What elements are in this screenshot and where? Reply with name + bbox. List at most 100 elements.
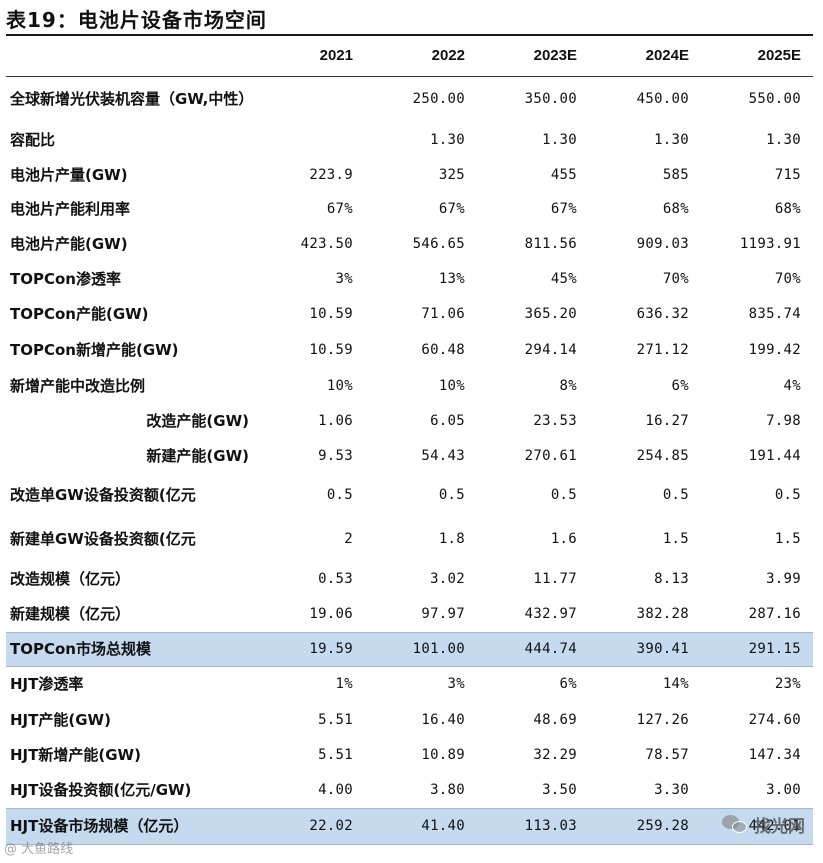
- cell-value: 4%: [783, 377, 801, 394]
- cell-value: 68%: [662, 201, 689, 217]
- cell-value: 8%: [559, 377, 577, 394]
- cell-value: 13%: [438, 270, 465, 287]
- cell-value: 0.5: [662, 487, 689, 503]
- cell-value: 3.80: [430, 782, 465, 799]
- cell-value: 14%: [662, 676, 689, 693]
- cell-value: 835.74: [748, 306, 801, 322]
- cell-value: 60.48: [421, 342, 465, 358]
- cell-value: 147.34: [748, 747, 801, 763]
- row-label: 电池片产能利用率: [10, 200, 131, 218]
- cell-value: 70%: [662, 270, 689, 287]
- row-label: HJT设备市场规模（亿元）: [6, 808, 253, 844]
- cell-value: 78.57: [645, 747, 689, 763]
- cell-value: 3%: [447, 676, 465, 693]
- cell-value: 4.00: [318, 782, 353, 799]
- row-label: 容配比: [10, 130, 56, 149]
- table-row: 新建规模（亿元） 19.06 97.97 432.97 382.28 287.16: [6, 596, 813, 632]
- cell-value: 1%: [335, 676, 353, 693]
- cell-value: 22.02: [253, 808, 365, 844]
- cell-value: 5.51: [318, 711, 353, 728]
- cell-value: 97.97: [421, 605, 465, 622]
- cell-value: 23%: [774, 676, 801, 693]
- cell-value: 23.53: [533, 412, 577, 429]
- cell-value: 10.59: [309, 306, 353, 322]
- cell-value: 287.16: [748, 605, 801, 622]
- row-label: 新建产能(GW): [146, 446, 249, 465]
- row-label: HJT设备投资额(亿元/GW): [10, 781, 192, 800]
- header-row: 2021 2022 2023E 2024E 2025E: [6, 36, 813, 76]
- cell-value: 3.00: [766, 782, 801, 799]
- cell-value: 54.43: [421, 447, 465, 464]
- cell-value: 10%: [438, 377, 465, 394]
- header-year: 2021: [319, 47, 353, 65]
- table-row: 新建产能(GW) 9.53 54.43 270.61 254.85 191.44: [6, 438, 813, 473]
- table-row: HJT设备市场规模（亿元） 22.02 41.40 113.03 259.28 442.0…: [6, 808, 813, 844]
- cell-value: 1.6: [550, 531, 577, 547]
- cell-value: [253, 122, 365, 157]
- table-row: 改造规模（亿元） 0.53 3.02 11.77 8.13 3.99: [6, 561, 813, 596]
- cell-value: 350.00: [524, 91, 577, 108]
- header-year: 2023E: [533, 47, 577, 65]
- row-label: 全球新增光伏装机容量（GW,中性）: [10, 90, 254, 109]
- row-label: TOPCon产能(GW): [10, 305, 149, 323]
- table-body: 全球新增光伏装机容量（GW,中性） 250.00 350.00 450.00 550.0…: [6, 76, 813, 844]
- cell-value: 254.85: [636, 447, 689, 464]
- row-label: 电池片产量(GW): [10, 165, 128, 184]
- header-year: 2025E: [757, 47, 801, 65]
- cell-value: 10.89: [421, 747, 465, 763]
- cell-value: 1.8: [438, 531, 465, 547]
- row-label: TOPCon渗透率: [10, 269, 121, 288]
- cell-value: 191.44: [748, 447, 801, 464]
- cell-value: 10.59: [309, 342, 353, 358]
- row-label: HJT渗透率: [10, 675, 84, 694]
- header-year: 2022: [431, 47, 465, 65]
- row-label: 改造单GW设备投资额(亿元: [10, 486, 196, 504]
- watermark-left: @ 大鱼路线: [4, 842, 74, 857]
- cell-value: 0.5: [774, 487, 801, 503]
- cell-value: 1.30: [766, 131, 801, 148]
- cell-value: 0.5: [550, 487, 577, 503]
- cell-value: 2: [344, 531, 353, 547]
- cell-value: 67%: [438, 201, 465, 217]
- cell-value: 432.97: [524, 605, 577, 622]
- table-row: HJT渗透率 1% 3% 6% 14% 23%: [6, 666, 813, 702]
- cell-value: 67%: [326, 201, 353, 217]
- cell-value: 199.42: [748, 342, 801, 358]
- cell-value: 0.53: [318, 570, 353, 587]
- cell-value: 3.02: [430, 570, 465, 587]
- table-row: TOPCon渗透率 3% 13% 45% 70% 70%: [6, 261, 813, 296]
- row-label: HJT新增产能(GW): [10, 746, 141, 764]
- cell-value: 6%: [559, 676, 577, 693]
- table-row: HJT产能(GW) 5.51 16.40 48.69 127.26 274.60: [6, 702, 813, 737]
- cell-value: 127.26: [636, 711, 689, 728]
- table-row: TOPCon新增产能(GW) 10.59 60.48 294.14 271.12 199.…: [6, 332, 813, 368]
- cell-value: 3.30: [654, 782, 689, 799]
- cell-value: 0.5: [438, 487, 465, 503]
- cell-value: 294.14: [524, 342, 577, 358]
- cell-value: 67%: [550, 201, 577, 217]
- cell-value: 444.74: [477, 632, 589, 666]
- cell-value: 274.60: [748, 711, 801, 728]
- cell-value: 365.20: [524, 306, 577, 322]
- header-year: 2024E: [645, 47, 689, 65]
- cell-value: 45%: [550, 270, 577, 287]
- cell-value: 450.00: [636, 91, 689, 108]
- cell-value: 16.40: [421, 711, 465, 728]
- cell-value: 271.12: [636, 342, 689, 358]
- table-row: TOPCon产能(GW) 10.59 71.06 365.20 636.32 835.74: [6, 296, 813, 332]
- top-rule: [6, 34, 813, 36]
- cell-value: 1193.91: [739, 235, 801, 252]
- table-row: HJT设备投资额(亿元/GW) 4.00 3.80 3.50 3.30 3.00: [6, 773, 813, 808]
- cell-value: 270.61: [524, 447, 577, 464]
- cell-value: 48.69: [533, 711, 577, 728]
- table-row: HJT新增产能(GW) 5.51 10.89 32.29 78.57 147.34: [6, 737, 813, 773]
- wechat-icon: [722, 814, 748, 835]
- cell-value: 8.13: [654, 570, 689, 587]
- cell-value: 811.56: [524, 235, 577, 252]
- cell-value: 423.50: [300, 235, 353, 252]
- row-label: 改造产能(GW): [146, 411, 249, 430]
- cell-value: 6.05: [430, 412, 465, 429]
- table-row: 新建单GW设备投资额(亿元 2 1.8 1.6 1.5 1.5: [6, 517, 813, 561]
- cell-value: 1.5: [774, 531, 801, 547]
- cell-value: 390.41: [589, 632, 701, 666]
